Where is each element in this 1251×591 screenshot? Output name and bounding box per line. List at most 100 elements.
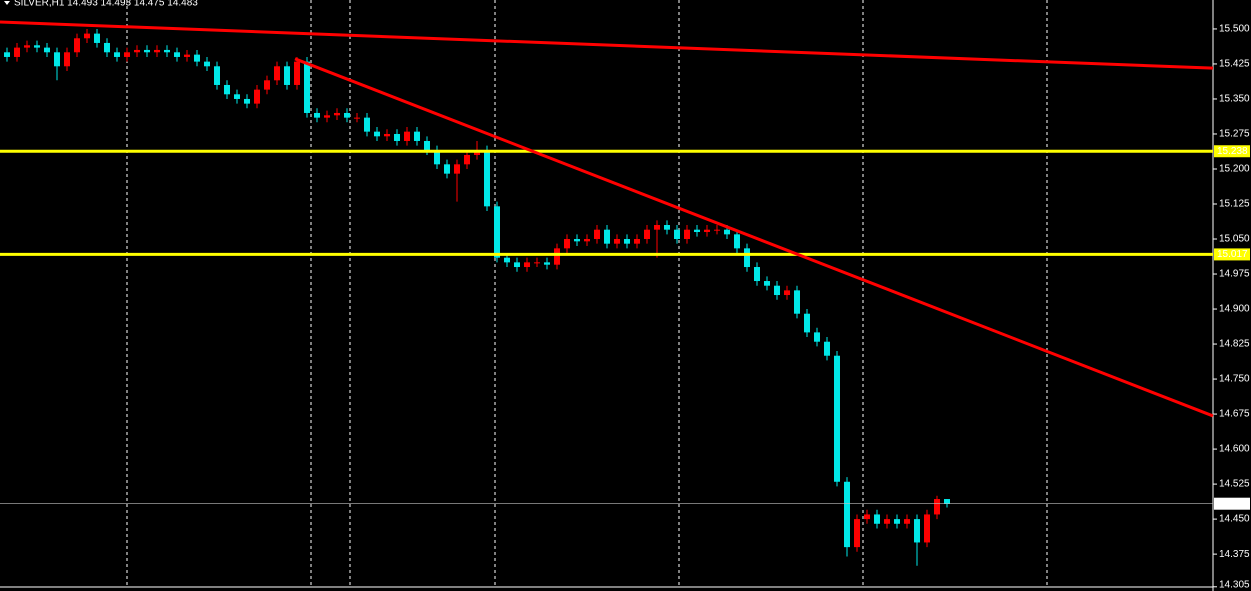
candle-body: [454, 164, 460, 174]
candle-body: [434, 150, 440, 165]
candle-body: [304, 61, 310, 113]
candle-body: [194, 54, 200, 62]
candle-body: [854, 519, 860, 548]
candle-body: [734, 234, 740, 249]
candle-body: [264, 80, 270, 90]
candle-body: [4, 52, 10, 57]
candle-body: [814, 332, 820, 342]
candle-body: [174, 52, 180, 57]
candle-body: [824, 341, 830, 356]
candle-body: [714, 229, 720, 231]
y-tick-label: 15.050: [1219, 234, 1250, 245]
day-separators: [126, 0, 1048, 586]
trendline: [294, 57, 1214, 418]
candle-body: [884, 519, 890, 524]
candle-body: [894, 519, 900, 524]
y-tick-label: 14.525: [1219, 479, 1250, 490]
candle-body: [314, 112, 320, 118]
candle-body: [204, 61, 210, 67]
level-tag: [1214, 248, 1250, 261]
y-tick-label: 14.975: [1219, 269, 1250, 280]
candle-body: [294, 61, 300, 85]
candle-body: [424, 140, 430, 151]
candle-body: [694, 229, 700, 233]
candle-body: [584, 239, 590, 242]
candle-body: [94, 33, 100, 43]
candle-body: [494, 206, 500, 258]
y-tick-label: 15.200: [1219, 164, 1250, 175]
level-label: 15.017: [1217, 249, 1248, 260]
y-tick-label: 15.125: [1219, 199, 1250, 210]
candle-body: [634, 239, 640, 244]
candle-body: [724, 229, 730, 235]
candle-body: [354, 117, 360, 119]
candle-body: [674, 229, 680, 240]
candle-body: [754, 267, 760, 282]
candle-body: [24, 45, 30, 48]
candle-body: [414, 131, 420, 141]
candle-body: [704, 229, 710, 233]
y-tick-label: 14.305: [1219, 580, 1250, 591]
candle-body: [384, 133, 390, 137]
trendline: [0, 20, 1214, 70]
candle-body: [374, 131, 380, 137]
candle-body: [34, 45, 40, 48]
candle-body: [284, 66, 290, 85]
candle-body: [14, 47, 20, 57]
candle-body: [574, 239, 580, 242]
candle-body: [124, 52, 130, 57]
candle-body: [344, 112, 350, 118]
y-tick-label: 15.275: [1219, 129, 1250, 140]
y-tick-label: 15.350: [1219, 94, 1250, 105]
candle-body: [224, 84, 230, 95]
candle-body: [514, 262, 520, 268]
candle-body: [524, 262, 530, 268]
level-label: 15.238: [1217, 146, 1248, 157]
menu-arrow: [4, 1, 10, 5]
candle-body: [804, 313, 810, 333]
candle-body: [744, 248, 750, 268]
y-tick-label: 14.825: [1219, 339, 1250, 350]
candle-body: [484, 150, 490, 207]
candle-body: [624, 239, 630, 244]
candle-body: [934, 499, 940, 515]
y-tick-label: 14.675: [1219, 409, 1250, 420]
candle-body: [604, 229, 610, 244]
candle-body: [44, 47, 50, 53]
candle-body: [784, 290, 790, 296]
y-tick-label: 15.500: [1219, 24, 1250, 35]
candle-body: [664, 225, 670, 230]
candle-body: [644, 229, 650, 240]
y-tick-label: 14.900: [1219, 304, 1250, 315]
candle-body: [334, 112, 340, 116]
candle-body: [794, 290, 800, 314]
candle-body: [244, 98, 250, 104]
y-tick-label: 14.375: [1219, 549, 1250, 560]
y-tick-label: 14.600: [1219, 444, 1250, 455]
candle-body: [404, 131, 410, 141]
candle-body: [54, 52, 60, 67]
candle-body: [84, 33, 90, 39]
candle-body: [464, 154, 470, 165]
candle-body: [594, 229, 600, 240]
candle-body: [654, 225, 660, 230]
y-tick-label: 14.450: [1219, 514, 1250, 525]
candle-body: [564, 239, 570, 249]
candle-body: [844, 481, 850, 548]
candle-body: [554, 248, 560, 265]
candle-body: [184, 54, 190, 57]
candle-body: [154, 49, 160, 53]
y-tick-label: 14.750: [1219, 374, 1250, 385]
candle-body: [254, 89, 260, 104]
candle-body: [504, 257, 510, 263]
candle-body: [904, 519, 910, 524]
candle-body: [134, 49, 140, 53]
candle-body: [364, 117, 370, 132]
candle-body: [444, 164, 450, 174]
candle-body: [684, 229, 690, 240]
candle-body: [274, 66, 280, 81]
candle-body: [64, 52, 70, 67]
candle-body: [144, 49, 150, 53]
candle-body: [324, 115, 330, 118]
